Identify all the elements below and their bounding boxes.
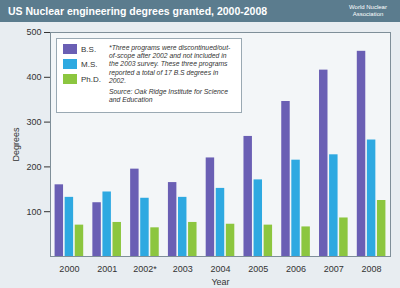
- svg-text:300: 300: [26, 117, 41, 127]
- svg-text:2004: 2004: [210, 264, 230, 274]
- html-text:B.S.: B.S.: [81, 44, 97, 54]
- svg-text:2001: 2001: [97, 264, 117, 274]
- svg-text:2005: 2005: [248, 264, 268, 274]
- svg-text:100: 100: [26, 207, 41, 217]
- html-text:*Three programs were discontin: *Three programs were discontinued/out-of…: [109, 44, 231, 84]
- html-text:US Nuclear engineering degrees: US Nuclear engineering degrees granted, …: [8, 5, 268, 17]
- html-text:Ph.D.: Ph.D.: [81, 74, 101, 84]
- svg-text:2006: 2006: [286, 264, 306, 274]
- svg-text:2007: 2007: [324, 264, 344, 274]
- svg-text:2000: 2000: [59, 264, 79, 274]
- svg-text:Year: Year: [211, 277, 229, 287]
- html-text:Source: Oak Ridge Institute fo: Source: Oak Ridge Institute for Science …: [109, 88, 228, 104]
- svg-text:400: 400: [26, 72, 41, 82]
- svg-text:200: 200: [26, 162, 41, 172]
- svg-text:2003: 2003: [173, 264, 193, 274]
- svg-text:500: 500: [26, 27, 41, 37]
- svg-text:2002*: 2002*: [133, 264, 157, 274]
- svg-text:2008: 2008: [362, 264, 382, 274]
- html-text:M.S.: M.S.: [81, 59, 98, 69]
- svg-text:Degrees: Degrees: [11, 127, 21, 162]
- html-text:World Nuclear Association: World Nuclear Association: [349, 4, 387, 17]
